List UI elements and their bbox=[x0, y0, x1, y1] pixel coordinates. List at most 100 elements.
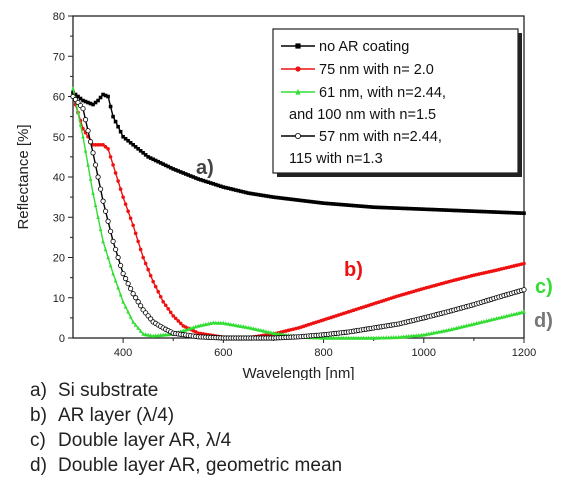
point-marker bbox=[138, 149, 143, 153]
point-marker bbox=[81, 134, 85, 139]
point-marker bbox=[477, 209, 481, 214]
point-marker bbox=[374, 335, 378, 340]
point-marker bbox=[121, 134, 125, 139]
point-marker bbox=[396, 334, 401, 339]
point-marker bbox=[143, 332, 148, 337]
point-marker bbox=[93, 143, 98, 147]
point-marker bbox=[419, 207, 424, 211]
point-marker bbox=[281, 196, 286, 201]
point-marker bbox=[472, 209, 476, 214]
point-marker bbox=[421, 332, 426, 337]
point-marker bbox=[389, 335, 394, 340]
point-marker bbox=[429, 331, 434, 336]
point-marker bbox=[251, 192, 256, 196]
point-marker bbox=[414, 207, 419, 211]
point-marker bbox=[83, 99, 88, 104]
point-marker bbox=[379, 205, 383, 210]
point-marker bbox=[376, 335, 381, 340]
point-marker bbox=[426, 207, 431, 212]
point-marker bbox=[324, 335, 328, 340]
point-marker bbox=[369, 335, 373, 340]
point-marker bbox=[209, 181, 213, 185]
point-marker bbox=[211, 320, 216, 325]
point-marker bbox=[276, 331, 281, 336]
point-marker bbox=[371, 335, 376, 340]
point-marker bbox=[146, 267, 150, 272]
point-marker bbox=[349, 203, 353, 208]
point-marker bbox=[106, 147, 110, 151]
point-marker bbox=[497, 210, 501, 215]
point-marker bbox=[459, 208, 464, 213]
point-marker bbox=[107, 228, 114, 234]
point-marker bbox=[196, 177, 201, 181]
point-marker bbox=[421, 207, 426, 211]
point-marker bbox=[96, 143, 100, 147]
point-marker bbox=[284, 196, 288, 201]
point-marker bbox=[96, 214, 100, 220]
point-marker bbox=[126, 138, 130, 143]
point-marker bbox=[359, 204, 363, 208]
point-marker bbox=[86, 100, 90, 105]
point-marker bbox=[295, 88, 301, 95]
point-marker bbox=[116, 285, 120, 290]
point-marker bbox=[83, 148, 88, 153]
point-marker bbox=[171, 314, 176, 318]
point-marker bbox=[512, 211, 516, 215]
x-tick-label: 600 bbox=[214, 347, 232, 359]
point-marker bbox=[158, 332, 163, 338]
point-marker bbox=[171, 167, 176, 171]
point-marker bbox=[366, 204, 371, 209]
y-tick-label: 70 bbox=[53, 51, 65, 63]
point-marker bbox=[254, 326, 258, 332]
legend-label: 57 nm with n=2.44, bbox=[319, 129, 442, 145]
point-marker bbox=[193, 176, 198, 180]
point-marker bbox=[128, 216, 133, 221]
annotations: a) b) c) d) bbox=[196, 157, 553, 332]
point-marker bbox=[133, 231, 138, 236]
notes-list: a) Si substrate b) AR layer (λ/4) c) Double… bbox=[30, 378, 342, 478]
point-marker bbox=[151, 279, 155, 284]
point-marker bbox=[311, 200, 316, 204]
point-marker bbox=[81, 98, 85, 103]
point-marker bbox=[334, 202, 338, 206]
point-marker bbox=[71, 86, 75, 91]
x-axis-label: Wavelength [nm] bbox=[243, 365, 355, 380]
annotation-a: a) bbox=[196, 157, 214, 179]
point-marker bbox=[143, 261, 148, 266]
point-marker bbox=[271, 195, 276, 199]
point-marker bbox=[364, 335, 368, 340]
point-marker bbox=[336, 335, 341, 340]
legend-label: and 100 nm with n=1.5 bbox=[289, 107, 436, 123]
point-marker bbox=[178, 170, 183, 174]
point-marker bbox=[447, 208, 451, 213]
point-marker bbox=[201, 178, 206, 183]
point-marker bbox=[198, 323, 203, 328]
point-marker bbox=[432, 330, 436, 335]
point-marker bbox=[236, 323, 241, 328]
point-marker bbox=[131, 223, 135, 228]
point-marker bbox=[467, 209, 471, 213]
point-marker bbox=[449, 208, 454, 213]
point-marker bbox=[394, 334, 399, 340]
point-marker bbox=[329, 201, 333, 206]
point-marker bbox=[226, 186, 231, 191]
point-marker bbox=[294, 132, 301, 139]
point-marker bbox=[487, 210, 491, 214]
point-marker bbox=[143, 153, 148, 157]
point-marker bbox=[309, 199, 313, 204]
point-marker bbox=[269, 330, 273, 335]
point-marker bbox=[103, 247, 108, 252]
point-marker bbox=[371, 205, 376, 209]
point-marker bbox=[507, 210, 511, 215]
point-marker bbox=[304, 199, 308, 203]
x-tick-label: 1200 bbox=[512, 347, 536, 359]
point-marker bbox=[103, 145, 108, 149]
point-marker bbox=[296, 198, 301, 202]
point-marker bbox=[494, 210, 499, 214]
point-marker bbox=[98, 227, 103, 232]
point-marker bbox=[136, 325, 140, 330]
point-marker bbox=[381, 335, 386, 340]
point-marker bbox=[156, 333, 160, 338]
point-marker bbox=[148, 156, 153, 160]
point-marker bbox=[484, 209, 489, 214]
